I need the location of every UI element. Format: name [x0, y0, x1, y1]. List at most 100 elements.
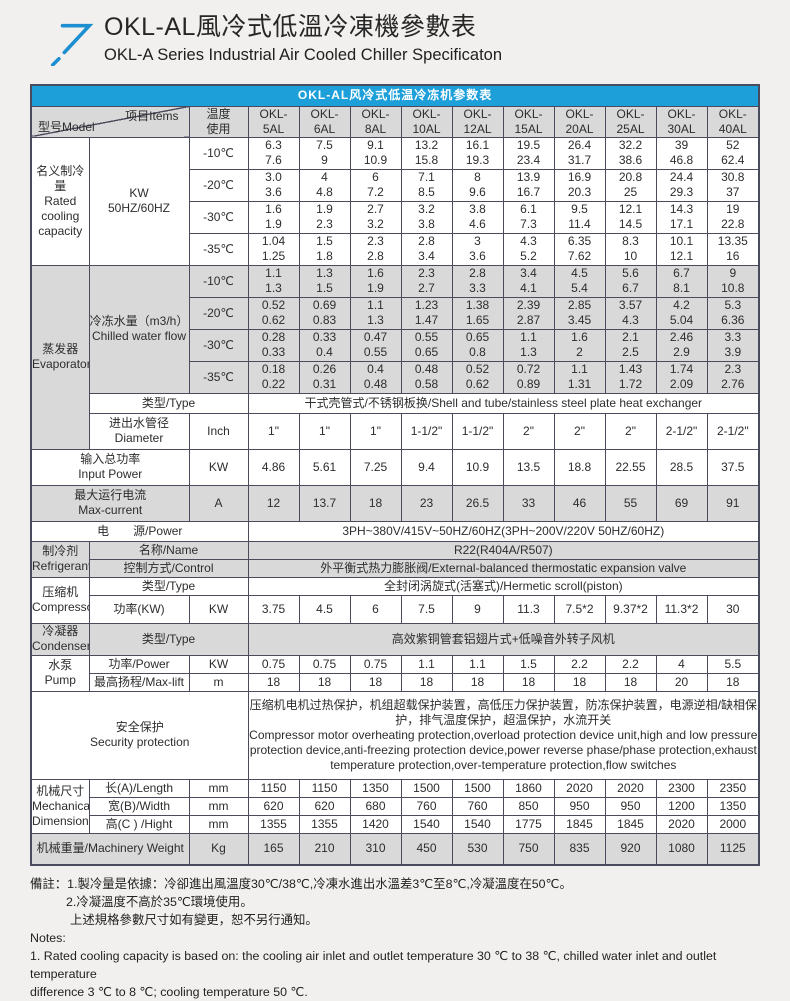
unit-m: m [188, 672, 249, 692]
cell-pump-power-3: 0.75 [247, 654, 300, 674]
row-evaporator-type: 类型/Type 干式壳管式/不锈钢板换/Shell and tube/stainl… [31, 392, 760, 414]
row-dimension-height: 高(C ) /Hight mm 1355 1355 1420 1540 1540 1775 18… [31, 814, 760, 834]
unit-mm-width: mm [188, 796, 249, 816]
row-dimension-width: 宽(B)/Width mm 620 620 680 760 760 850 950 950 1200… [31, 796, 760, 816]
cell-input-power-7: 13.5 [502, 448, 555, 486]
cell-pipe-diameter-11: 2-1/2" [706, 412, 760, 450]
cell-flow--20C-4: 1.23 1.47 [400, 296, 453, 330]
cell-machinery-weight-3: 210 [298, 832, 351, 866]
cell-machinery-weight-11: 1125 [706, 832, 760, 866]
cell-capacity--35C-2: 1.5 1.8 [298, 232, 351, 266]
cell-capacity--30C-1: 1.6 1.9 [247, 200, 300, 234]
cell-pump-max-lift-10: 20 [655, 672, 708, 692]
label-machinery-weight: 机械重量/Machinery Weight [30, 832, 190, 866]
cell-machinery-weight-10: 1080 [655, 832, 708, 866]
temp-usage-header: 温度 使用 [188, 105, 249, 138]
cell-max-current-3: 13.7 [298, 484, 351, 522]
cell-flow--30C-9: 2.46 2.9 [655, 328, 708, 362]
model-okl-20al: OKL- 20AL [553, 105, 606, 138]
cell-pump-max-lift-4: 18 [349, 672, 402, 692]
cell-dimension-length-10: 2020 [604, 778, 657, 798]
cell-dimension-height-9: 1845 [604, 814, 657, 834]
cell-flow--30C-5: 0.65 0.8 [451, 328, 504, 362]
label-power-supply: 电 源/Power [30, 520, 249, 542]
cell-compressor-power-4: 6 [349, 594, 402, 624]
cell-flow--35C-9: 1.74 2.09 [655, 360, 708, 394]
row-flow--35C: -35℃ 0.18 0.22 0.26 0.31 0.4 0.48 0.48 0.58 0.52 0… [31, 360, 760, 394]
value-condenser-type: 高效紫铜管套铝翅片式+低噪音外转子风机 [247, 622, 760, 656]
cell-machinery-weight-7: 750 [502, 832, 555, 866]
arrow-up-right-icon [50, 23, 94, 66]
row-power-supply: 电 源/Power 3PH~380V/415V~50HZ/60HZ(3PH~200… [30, 520, 760, 542]
cell-pipe-diameter-9: 2" [604, 412, 657, 450]
cell-dimension-height-7: 1775 [502, 814, 555, 834]
cell-flow--10C-7: 2.8 3.3 [451, 264, 504, 298]
cell-capacity--35C-3: 2.3 2.8 [349, 232, 402, 266]
cell-dimension-width-2: 620 [247, 796, 300, 816]
cell-pump-power-4: 0.75 [298, 654, 351, 674]
value-evaporator-type: 干式壳管式/不锈钢板换/Shell and tube/stainless ste… [247, 392, 760, 414]
model-okl-6al: OKL- 6AL [298, 105, 351, 138]
cell-machinery-weight-4: 310 [349, 832, 402, 866]
row-refrigerant-name: 制冷剂 Refrigerant 名称/Name R22(R404A/R507) [30, 540, 760, 578]
cell-input-power-4: 7.25 [349, 448, 402, 486]
cell-capacity--20C-3: 6 7.2 [349, 168, 402, 202]
model-okl-12al: OKL- 12AL [451, 105, 504, 138]
label-mechanical-dimensions: 机械尺寸 Mechanical Dimensions [30, 778, 90, 834]
cell-compressor-power-11: 30 [706, 594, 760, 624]
row-pump-power: 水泵 Pump 功率/Power KW 0.75 0.75 0.75 1.1 1.1 1.5 2.2… [30, 654, 760, 692]
model-okl-25al: OKL- 25AL [604, 105, 657, 138]
cell-capacity--20C-9: 24.4 29.3 [655, 168, 708, 202]
label-refrigerant-name: 名称/Name [88, 540, 249, 560]
cell-capacity--10C-7: 16.1 19.3 [451, 136, 504, 170]
cell-max-current-11: 91 [706, 484, 760, 522]
cell-max-current-7: 33 [502, 484, 555, 522]
cell-compressor-power-8: 7.5*2 [553, 594, 606, 624]
cell-input-power-8: 18.8 [553, 448, 606, 486]
cell-flow--20C-3: 1.1 1.3 [349, 296, 402, 330]
unit-inch: Inch [188, 412, 249, 450]
unit-kw-pump: KW [188, 654, 249, 674]
label-pump-max-lift: 最高扬程/Max-lift [88, 672, 190, 692]
cell-flow--35C-0: -35℃ [188, 360, 249, 394]
cell-pump-power-9: 2.2 [553, 654, 606, 674]
cell-dimension-length-6: 1500 [400, 778, 453, 798]
label-pump-power: 功率/Power [88, 654, 190, 674]
cell-max-current-2: 12 [247, 484, 300, 522]
row-compressor-type: 压缩机Compressor类型/Type全封闭涡旋式(活塞式)/Hermetic… [30, 576, 760, 624]
label-length: 长(A)/Length [88, 778, 190, 798]
cell-flow--35C-6: 0.72 0.89 [502, 360, 555, 394]
unit-kg: Kg [188, 832, 249, 866]
cell-dimension-width-11: 1350 [706, 796, 760, 816]
row-compressor-power: 功率(KW) KW 3.75 4.5 6 7.5 9 11.3 7.5*2 9.37*2 11.3*… [31, 594, 760, 624]
notes: 備註：1.製冷量是依據：冷卻進出風溫度30℃/38℃,冷凍水進出水溫差3℃至8℃… [30, 875, 766, 1001]
cell-capacity--35C-5: 3 3.6 [451, 232, 504, 266]
label-chilled-water-flow: 冷冻水量（m3/h） Chilled water flow [88, 264, 190, 394]
cell-pump-max-lift-3: 18 [298, 672, 351, 692]
model-okl-15al: OKL- 15AL [502, 105, 555, 138]
cell-capacity--30C-5: 3.8 4.6 [451, 200, 504, 234]
cell-capacity--10C-11: 39 46.8 [655, 136, 708, 170]
cell-pump-power-5: 0.75 [349, 654, 402, 674]
value-compressor-type: 全封闭涡旋式(活塞式)/Hermetic scroll(piston) [247, 576, 760, 596]
cell-capacity--10C-5: 9.1 10.9 [349, 136, 402, 170]
cell-capacity--10C-9: 26.4 31.7 [553, 136, 606, 170]
cell-capacity--35C-10: 13.35 16 [706, 232, 760, 266]
cell-flow--35C-3: 0.4 0.48 [349, 360, 402, 394]
cell-flow--30C-3: 0.47 0.55 [349, 328, 402, 362]
cell-flow--10C-4: 1.3 1.5 [298, 264, 351, 298]
cell-capacity--35C-6: 4.3 5.2 [502, 232, 555, 266]
row-flow--20C: -20℃ 0.52 0.62 0.69 0.83 1.1 1.3 1.23 1.47 1.38 1.… [31, 296, 760, 330]
value-security-protection: 压缩机电机过热保护，机组超载保护装置，高低压力保护装置，防冻保护装置，电源逆相/… [247, 690, 760, 780]
cell-flow--10C-3: 1.1 1.3 [247, 264, 300, 298]
row-capacity--35C: -35℃ 1.04 1.25 1.5 1.8 2.3 2.8 2.8 3.4 3 3.6 4.3 5.2… [31, 232, 760, 266]
row-capacity--10C: 名义制冷量 Rated cooling capacity KW 50HZ/60HZ -10℃… [30, 136, 760, 266]
cell-capacity--10C-12: 52 62.4 [706, 136, 760, 170]
unit-a: A [188, 484, 249, 522]
cell-pipe-diameter-4: 1" [349, 412, 402, 450]
cell-pump-power-8: 1.5 [502, 654, 555, 674]
corner-items-label: 项目Items [125, 108, 179, 123]
cell-capacity--35C-9: 10.1 12.1 [655, 232, 708, 266]
cell-flow--10C-8: 3.4 4.1 [502, 264, 555, 298]
cell-capacity--20C-8: 20.8 25 [604, 168, 657, 202]
